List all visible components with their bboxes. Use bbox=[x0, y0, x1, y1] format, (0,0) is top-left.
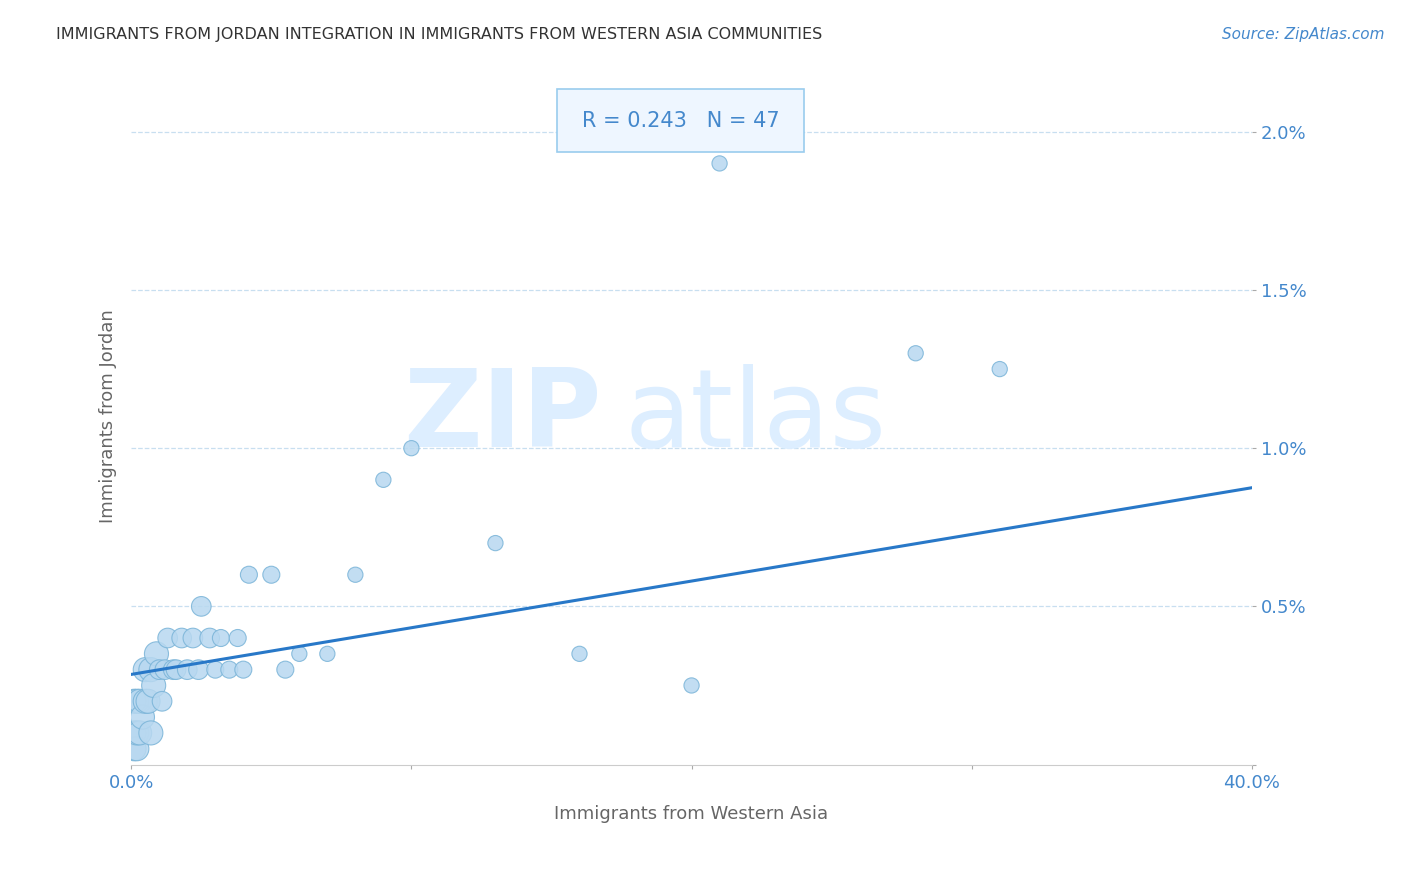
Point bbox=[260, 567, 283, 582]
Point bbox=[218, 663, 240, 677]
Point bbox=[125, 694, 148, 708]
Point bbox=[162, 663, 184, 677]
Point bbox=[170, 631, 193, 645]
Point bbox=[316, 647, 339, 661]
Point bbox=[125, 741, 148, 756]
Point bbox=[176, 663, 198, 677]
Text: Source: ZipAtlas.com: Source: ZipAtlas.com bbox=[1222, 27, 1385, 42]
Point bbox=[142, 678, 165, 692]
Point bbox=[988, 362, 1011, 376]
Text: IMMIGRANTS FROM JORDAN INTEGRATION IN IMMIGRANTS FROM WESTERN ASIA COMMUNITIES: IMMIGRANTS FROM JORDAN INTEGRATION IN IM… bbox=[56, 27, 823, 42]
Point bbox=[904, 346, 927, 360]
Point bbox=[198, 631, 221, 645]
Point bbox=[139, 663, 162, 677]
Point bbox=[568, 647, 591, 661]
Point bbox=[204, 663, 226, 677]
Point bbox=[709, 156, 731, 170]
Point bbox=[145, 647, 167, 661]
Point bbox=[122, 694, 145, 708]
Point bbox=[484, 536, 506, 550]
Text: atlas: atlas bbox=[624, 364, 886, 469]
Point bbox=[128, 694, 150, 708]
Text: ZIP: ZIP bbox=[404, 364, 602, 469]
Text: R = 0.243   N = 47: R = 0.243 N = 47 bbox=[582, 111, 779, 131]
Point bbox=[187, 663, 209, 677]
Y-axis label: Immigrants from Jordan: Immigrants from Jordan bbox=[100, 310, 117, 524]
Point bbox=[148, 663, 170, 677]
Point bbox=[131, 710, 153, 724]
Point bbox=[288, 647, 311, 661]
Point bbox=[190, 599, 212, 614]
Point bbox=[156, 631, 179, 645]
Point bbox=[139, 726, 162, 740]
Point bbox=[165, 663, 187, 677]
Point bbox=[181, 631, 204, 645]
Point bbox=[226, 631, 249, 645]
Point bbox=[238, 567, 260, 582]
Point bbox=[134, 663, 156, 677]
Point bbox=[128, 726, 150, 740]
Point bbox=[134, 694, 156, 708]
Point bbox=[344, 567, 367, 582]
Point bbox=[401, 441, 423, 455]
Point bbox=[274, 663, 297, 677]
Point bbox=[373, 473, 395, 487]
X-axis label: Immigrants from Western Asia: Immigrants from Western Asia bbox=[554, 805, 828, 823]
Point bbox=[681, 678, 703, 692]
Point bbox=[136, 694, 159, 708]
Point bbox=[125, 726, 148, 740]
Point bbox=[232, 663, 254, 677]
Point bbox=[150, 694, 173, 708]
Point bbox=[122, 726, 145, 740]
Point bbox=[209, 631, 232, 645]
FancyBboxPatch shape bbox=[557, 89, 804, 152]
Point bbox=[122, 741, 145, 756]
Point bbox=[153, 663, 176, 677]
